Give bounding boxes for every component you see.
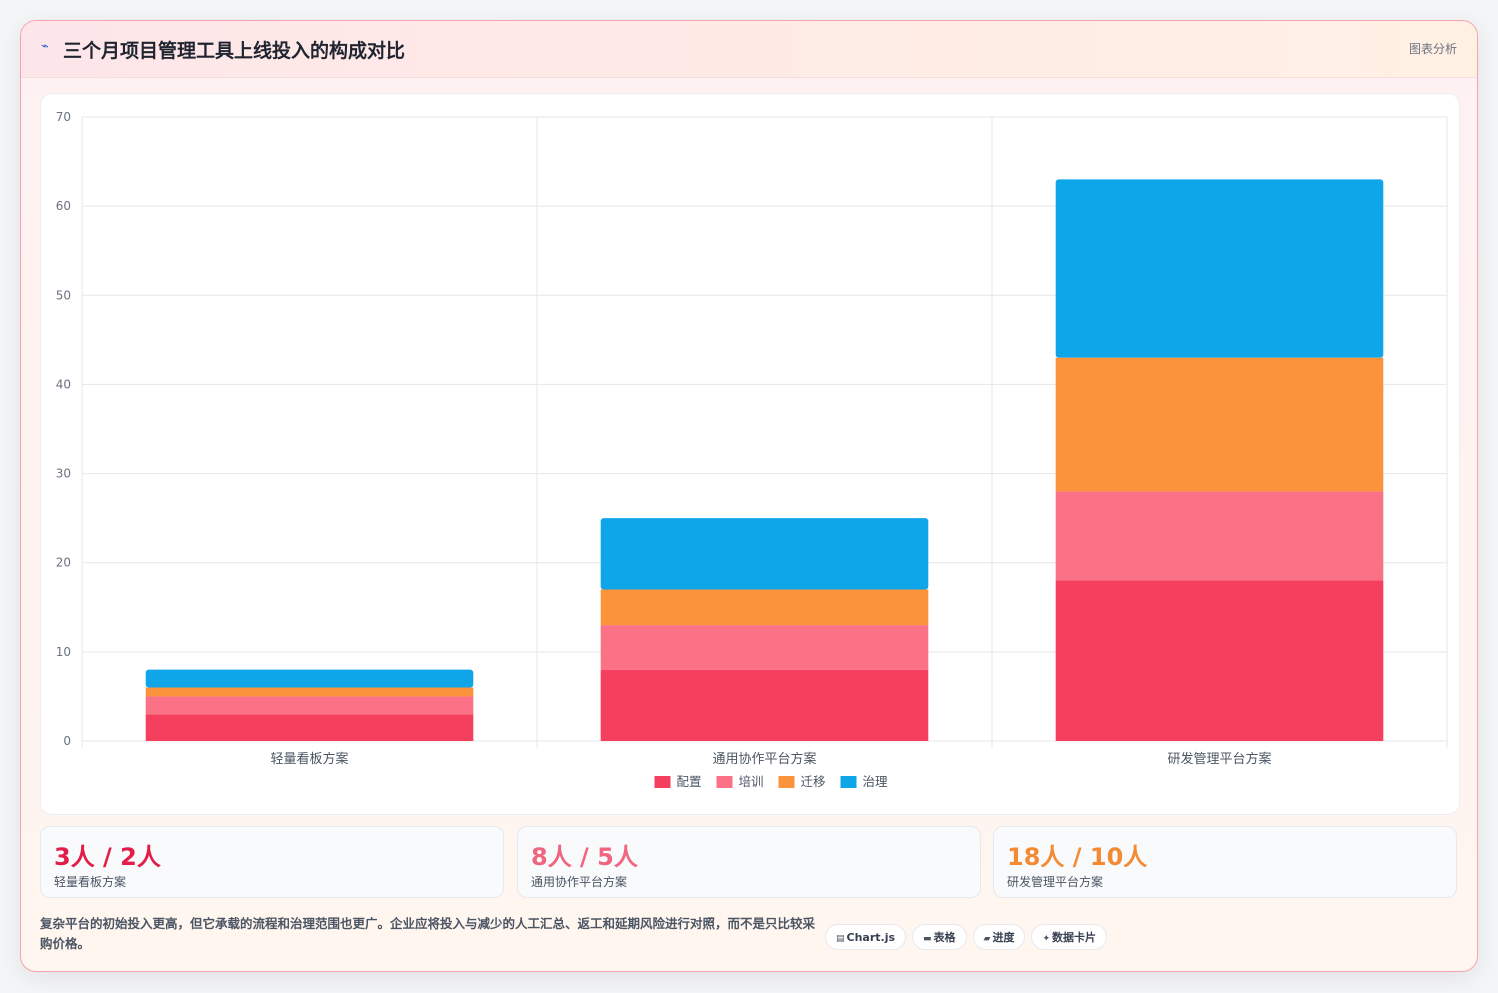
bar-segment <box>600 625 929 670</box>
chip-label: 表格 <box>933 931 956 944</box>
legend-label: 培训 <box>739 774 764 789</box>
chip-table[interactable]: ▬ 表格 <box>912 924 967 950</box>
chip-chartjs[interactable]: ▤ Chart.js <box>825 924 907 950</box>
legend-label: 迁移 <box>801 774 826 789</box>
y-tick-label: 10 <box>56 645 71 659</box>
chart-card: ⌁ 三个月项目管理工具上线投入的构成对比 图表分析 0 10 20 30 40 50 60 7… <box>20 20 1478 972</box>
page-title: 三个月项目管理工具上线投入的构成对比 <box>63 40 406 62</box>
bar-segment <box>145 714 474 741</box>
legend-label: 配置 <box>677 774 702 789</box>
chip-data-card[interactable]: ✦ 数据卡片 <box>1031 924 1108 950</box>
y-tick-label: 0 <box>63 734 71 748</box>
x-tick-label: 研发管理平台方案 <box>1167 751 1271 767</box>
chip-label: Chart.js <box>846 931 896 944</box>
legend-swatch <box>840 776 857 788</box>
legend-swatch <box>716 776 733 788</box>
bar-segment <box>1055 580 1384 741</box>
bar-segment <box>1055 179 1384 358</box>
stat-label: 研发管理平台方案 <box>1007 875 1104 889</box>
legend-swatch <box>778 776 795 788</box>
progress-icon: ▰ <box>983 934 991 944</box>
x-tick-label: 轻量看板方案 <box>270 751 348 767</box>
chip-label: 数据卡片 <box>1052 931 1097 944</box>
bar-segment <box>1055 491 1384 581</box>
stat-card-general-platform: 8人 / 5人 通用协作平台方案 <box>517 826 981 898</box>
sparkle-icon: ✦ <box>1042 934 1051 944</box>
chip-progress[interactable]: ▰ 进度 <box>972 924 1026 950</box>
y-tick-label: 60 <box>56 199 71 213</box>
bar-segment <box>145 696 474 715</box>
stat-card-light-kanban: 3人 / 2人 轻量看板方案 <box>40 826 504 898</box>
chip-label: 进度 <box>992 931 1015 944</box>
stat-value: 8人 / 5人 <box>531 843 638 871</box>
stat-cards: 3人 / 2人 轻量看板方案 8人 / 5人 通用协作平台方案 18人 / 10… <box>40 826 1458 898</box>
y-tick-label: 30 <box>56 467 71 481</box>
bar-segment <box>600 518 929 590</box>
x-tick-label: 通用协作平台方案 <box>712 751 816 767</box>
chart-trend-icon: ⌁ <box>41 39 49 54</box>
y-tick-label: 50 <box>56 288 71 302</box>
stat-card-dev-platform: 18人 / 10人 研发管理平台方案 <box>993 826 1457 898</box>
bar-segment <box>1055 357 1384 492</box>
table-icon: ▬ <box>923 934 932 944</box>
stat-value: 18人 / 10人 <box>1007 843 1148 871</box>
y-tick-label: 70 <box>56 110 71 124</box>
feature-chips: ▤ Chart.js ▬ 表格 ▰ 进度 ✦ 数据卡片 <box>825 924 1113 952</box>
stat-label: 通用协作平台方案 <box>531 875 628 889</box>
legend-label: 治理 <box>863 774 889 789</box>
bar-segment <box>600 589 929 626</box>
y-tick-label: 20 <box>56 556 71 570</box>
chart-panel: 0 10 20 30 40 50 60 70 轻量看板方案 通用协作平台方案 研发管理平台方案配置 培… <box>40 93 1460 815</box>
y-tick-label: 40 <box>56 377 71 391</box>
chart-icon: ▤ <box>836 934 845 944</box>
footnote: 复杂平台的初始投入更高，但它承载的流程和治理范围也更广。企业应将投入与减少的人工… <box>40 916 816 951</box>
bar-segment <box>600 669 929 741</box>
bar-segment <box>145 669 474 688</box>
bar-segment <box>145 687 474 697</box>
card-header: ⌁ 三个月项目管理工具上线投入的构成对比 图表分析 <box>21 21 1477 78</box>
legend-swatch <box>654 776 671 788</box>
stat-label: 轻量看板方案 <box>54 875 127 889</box>
stat-value: 3人 / 2人 <box>54 843 161 871</box>
chart-analysis-badge: 图表分析 <box>1408 42 1457 56</box>
